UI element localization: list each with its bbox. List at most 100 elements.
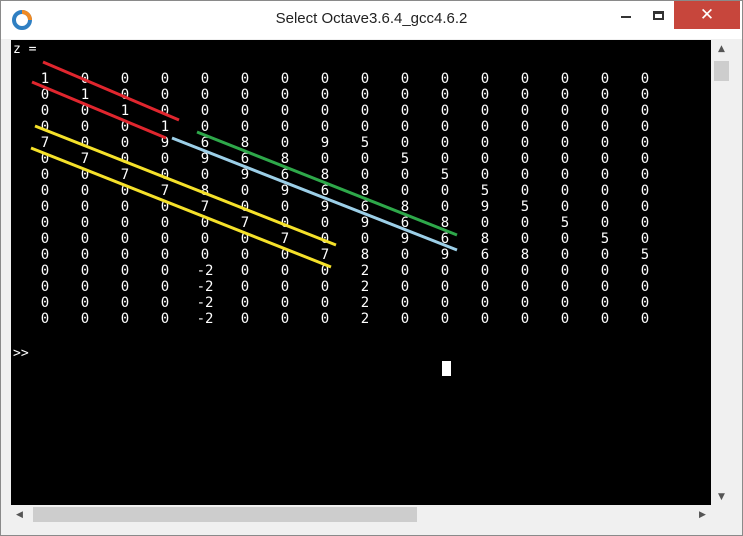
matrix-cell: 0	[440, 119, 450, 135]
scroll-down-icon[interactable]: ▼	[718, 491, 725, 502]
matrix-cell: 2	[360, 295, 370, 311]
matrix-cell: 0	[80, 135, 90, 151]
matrix-cell: 0	[160, 263, 170, 279]
matrix-cell: 0	[160, 103, 170, 119]
matrix-cell: 0	[120, 119, 130, 135]
matrix-cell: 0	[240, 199, 250, 215]
matrix-row: 0 0 0 0 -2 0 0 0 2 0 0 0 0 0 0 0	[25, 311, 665, 327]
matrix-cell: 0	[440, 263, 450, 279]
matrix-row: 0 0 7 0 0 9 6 8 0 0 5 0 0 0 0 0	[25, 167, 665, 183]
matrix-cell: 5	[360, 135, 370, 151]
matrix-cell: 7	[80, 151, 90, 167]
matrix-cell: 0	[640, 151, 650, 167]
matrix-row: 0 7 0 0 9 6 8 0 0 5 0 0 0 0 0 0	[25, 151, 665, 167]
minimize-icon	[621, 16, 631, 18]
matrix-cell: 0	[120, 311, 130, 327]
matrix-cell: 0	[640, 263, 650, 279]
matrix-cell: 0	[200, 103, 210, 119]
scroll-up-icon[interactable]: ▲	[718, 43, 725, 54]
matrix-cell: 0	[120, 247, 130, 263]
matrix-cell: 5	[480, 183, 490, 199]
matrix-cell: 0	[520, 311, 530, 327]
vertical-scrollbar[interactable]: ▲ ▼	[712, 40, 731, 505]
matrix-cell: 0	[480, 103, 490, 119]
matrix-cell: 0	[560, 183, 570, 199]
matrix-cell: 0	[120, 263, 130, 279]
matrix-cell: 0	[440, 87, 450, 103]
matrix-cell: 6	[400, 215, 410, 231]
matrix-cell: 0	[600, 135, 610, 151]
matrix-cell: 0	[400, 279, 410, 295]
matrix-cell: 0	[520, 103, 530, 119]
size-grip[interactable]	[712, 505, 731, 524]
matrix-cell: 0	[240, 247, 250, 263]
matrix-cell: 6	[200, 135, 210, 151]
close-button[interactable]: ✕	[674, 1, 740, 29]
matrix-cell: 0	[200, 71, 210, 87]
matrix-cell: 5	[520, 199, 530, 215]
maximize-button[interactable]	[642, 1, 674, 29]
matrix-cell: 9	[240, 167, 250, 183]
matrix-cell: 9	[320, 135, 330, 151]
matrix-cell: 6	[360, 199, 370, 215]
matrix-cell: 0	[520, 231, 530, 247]
matrix-cell: 0	[320, 151, 330, 167]
command-prompt: >>	[13, 346, 29, 361]
matrix-cell: 0	[240, 183, 250, 199]
matrix-cell: 0	[40, 247, 50, 263]
matrix-cell: 0	[320, 311, 330, 327]
matrix-cell: 0	[360, 167, 370, 183]
horizontal-scroll-thumb[interactable]	[33, 507, 417, 522]
matrix-cell: 0	[240, 295, 250, 311]
matrix-cell: 0	[600, 183, 610, 199]
matrix-cell: 0	[640, 183, 650, 199]
matrix-cell: 0	[640, 199, 650, 215]
matrix-cell: 0	[640, 71, 650, 87]
matrix-row: 0 0 0 0 -2 0 0 0 2 0 0 0 0 0 0 0	[25, 295, 665, 311]
matrix-cell: 1	[40, 71, 50, 87]
horizontal-scrollbar[interactable]: ◀ ▶	[11, 505, 711, 524]
matrix-cell: 0	[520, 215, 530, 231]
matrix-cell: 8	[360, 183, 370, 199]
matrix-cell: 0	[640, 119, 650, 135]
matrix-cell: 8	[520, 247, 530, 263]
matrix-cell: 0	[200, 87, 210, 103]
matrix-cell: 0	[360, 151, 370, 167]
matrix-cell: 5	[440, 167, 450, 183]
matrix-cell: 0	[320, 295, 330, 311]
matrix-cell: 0	[200, 215, 210, 231]
title-bar[interactable]: Select Octave3.6.4_gcc4.6.2 ✕	[1, 1, 742, 39]
matrix-cell: 5	[640, 247, 650, 263]
matrix-cell: 0	[40, 311, 50, 327]
matrix-cell: 0	[280, 295, 290, 311]
matrix-cell: 0	[80, 231, 90, 247]
matrix-cell: 0	[480, 167, 490, 183]
matrix-cell: -2	[196, 311, 214, 327]
matrix-cell: 8	[280, 151, 290, 167]
matrix-cell: 0	[480, 151, 490, 167]
matrix-cell: 0	[40, 183, 50, 199]
matrix-cell: 0	[640, 87, 650, 103]
minimize-button[interactable]	[610, 1, 642, 29]
scroll-right-icon[interactable]: ▶	[699, 509, 706, 520]
matrix-cell: 6	[480, 247, 490, 263]
matrix-cell: 0	[400, 135, 410, 151]
matrix-cell: 6	[240, 151, 250, 167]
matrix-cell: 0	[640, 103, 650, 119]
matrix-cell: 0	[320, 103, 330, 119]
matrix-cell: 0	[600, 103, 610, 119]
matrix-cell: 0	[320, 215, 330, 231]
matrix-cell: 0	[320, 279, 330, 295]
matrix-cell: 5	[560, 215, 570, 231]
matrix-cell: 0	[440, 103, 450, 119]
vertical-scroll-thumb[interactable]	[714, 61, 729, 81]
matrix-cell: 0	[400, 295, 410, 311]
matrix-row: 0 1 0 0 0 0 0 0 0 0 0 0 0 0 0 0	[25, 87, 665, 103]
matrix-cell: 0	[520, 279, 530, 295]
matrix-cell: 0	[520, 295, 530, 311]
scroll-left-icon[interactable]: ◀	[16, 509, 23, 520]
matrix-cell: 7	[120, 167, 130, 183]
matrix-cell: 0	[640, 167, 650, 183]
matrix-cell: 0	[600, 247, 610, 263]
